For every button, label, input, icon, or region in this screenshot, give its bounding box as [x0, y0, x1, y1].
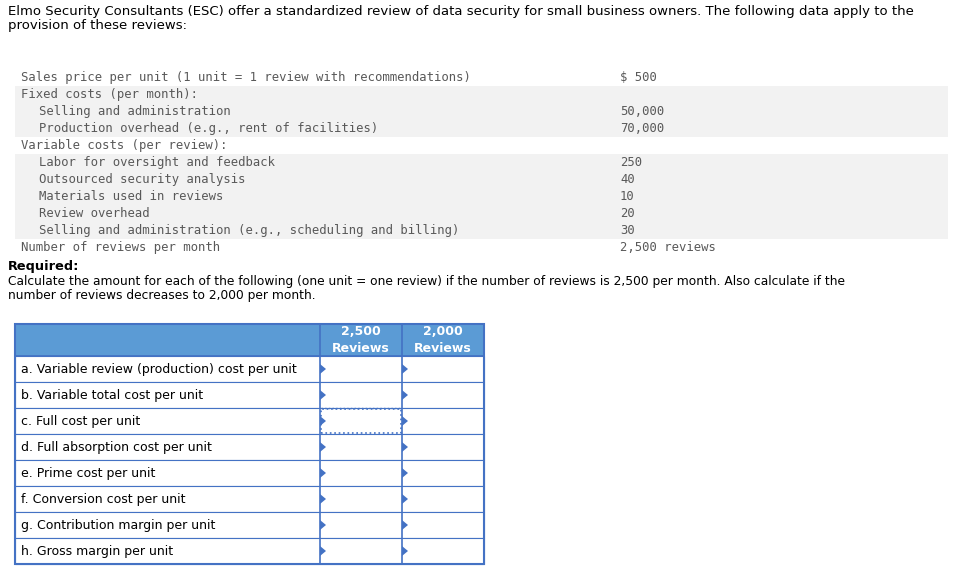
Text: Review overhead: Review overhead — [39, 207, 149, 220]
Text: Sales price per unit (1 unit = 1 review with recommendations): Sales price per unit (1 unit = 1 review … — [21, 71, 471, 84]
Bar — [15, 188, 948, 205]
Bar — [321, 409, 401, 433]
Bar — [15, 239, 948, 256]
Bar — [15, 382, 484, 408]
Text: Labor for oversight and feedback: Labor for oversight and feedback — [39, 156, 275, 169]
Text: 2,000
Reviews: 2,000 Reviews — [414, 325, 472, 355]
Bar — [15, 154, 948, 171]
Bar — [15, 324, 484, 564]
Polygon shape — [320, 468, 326, 478]
Polygon shape — [402, 442, 408, 452]
Text: f. Conversion cost per unit: f. Conversion cost per unit — [21, 493, 186, 505]
Bar — [15, 434, 484, 460]
Bar — [15, 137, 948, 154]
Polygon shape — [320, 416, 326, 426]
Text: Selling and administration (e.g., scheduling and billing): Selling and administration (e.g., schedu… — [39, 224, 459, 237]
Polygon shape — [320, 390, 326, 400]
Text: 10: 10 — [620, 190, 635, 203]
Polygon shape — [402, 494, 408, 504]
Text: Number of reviews per month: Number of reviews per month — [21, 241, 221, 254]
Text: e. Prime cost per unit: e. Prime cost per unit — [21, 467, 155, 479]
Text: 70,000: 70,000 — [620, 122, 664, 135]
Bar — [15, 120, 948, 137]
Text: b. Variable total cost per unit: b. Variable total cost per unit — [21, 389, 203, 401]
Polygon shape — [320, 442, 326, 452]
Polygon shape — [402, 520, 408, 530]
Polygon shape — [320, 494, 326, 504]
Bar — [15, 86, 948, 103]
Bar — [15, 486, 484, 512]
Text: 20: 20 — [620, 207, 635, 220]
Text: number of reviews decreases to 2,000 per month.: number of reviews decreases to 2,000 per… — [8, 289, 316, 302]
Bar — [15, 171, 948, 188]
Polygon shape — [402, 416, 408, 426]
Polygon shape — [402, 546, 408, 556]
Text: c. Full cost per unit: c. Full cost per unit — [21, 415, 141, 427]
Bar — [15, 69, 948, 86]
Bar — [15, 103, 948, 120]
Text: a. Variable review (production) cost per unit: a. Variable review (production) cost per… — [21, 362, 297, 376]
Bar — [15, 408, 484, 434]
Text: g. Contribution margin per unit: g. Contribution margin per unit — [21, 519, 216, 532]
Text: 250: 250 — [620, 156, 642, 169]
Text: Outsourced security analysis: Outsourced security analysis — [39, 173, 246, 186]
Bar — [15, 222, 948, 239]
Bar — [15, 324, 484, 356]
Polygon shape — [402, 468, 408, 478]
Text: 30: 30 — [620, 224, 635, 237]
Text: Production overhead (e.g., rent of facilities): Production overhead (e.g., rent of facil… — [39, 122, 378, 135]
Polygon shape — [402, 390, 408, 400]
Text: provision of these reviews:: provision of these reviews: — [8, 19, 187, 32]
Bar — [15, 205, 948, 222]
Text: d. Full absorption cost per unit: d. Full absorption cost per unit — [21, 441, 212, 453]
Bar — [15, 356, 484, 382]
Text: Materials used in reviews: Materials used in reviews — [39, 190, 223, 203]
Polygon shape — [320, 364, 326, 374]
Text: 40: 40 — [620, 173, 635, 186]
Text: Fixed costs (per month):: Fixed costs (per month): — [21, 88, 198, 101]
Text: 2,500 reviews: 2,500 reviews — [620, 241, 716, 254]
Text: 50,000: 50,000 — [620, 105, 664, 118]
Text: h. Gross margin per unit: h. Gross margin per unit — [21, 544, 173, 558]
Polygon shape — [320, 546, 326, 556]
Text: Elmo Security Consultants (ESC) offer a standardized review of data security for: Elmo Security Consultants (ESC) offer a … — [8, 5, 914, 18]
Text: Calculate the amount for each of the following (one unit = one review) if the nu: Calculate the amount for each of the fol… — [8, 275, 845, 288]
Bar — [15, 538, 484, 564]
Text: Selling and administration: Selling and administration — [39, 105, 231, 118]
Bar — [15, 460, 484, 486]
Polygon shape — [320, 520, 326, 530]
Text: Required:: Required: — [8, 260, 79, 273]
Text: $ 500: $ 500 — [620, 71, 657, 84]
Text: Variable costs (per review):: Variable costs (per review): — [21, 139, 227, 152]
Bar — [15, 512, 484, 538]
Text: 2,500
Reviews: 2,500 Reviews — [332, 325, 390, 355]
Polygon shape — [402, 364, 408, 374]
